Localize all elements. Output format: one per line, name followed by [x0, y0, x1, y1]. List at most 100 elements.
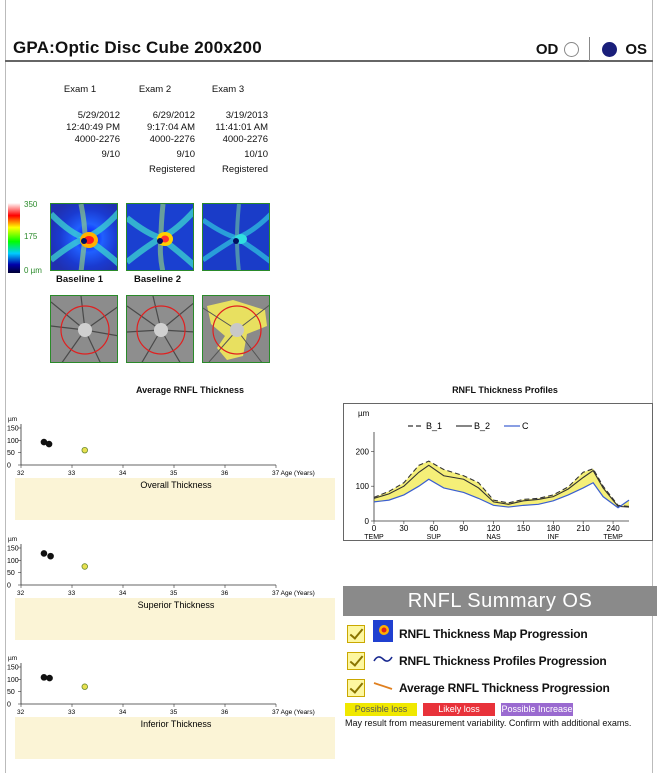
- exam-time: 12:40:49 PM: [66, 122, 120, 133]
- variability-note: May result from measurement variability.…: [345, 718, 632, 728]
- baseline-2-label: Baseline 2: [134, 274, 181, 285]
- profile-sector-label: NAS: [486, 534, 501, 540]
- overall-trend-chart: µm 150 100 50 0 32 33 34 35 36 37 Age (Years) Overa…: [6, 410, 336, 520]
- trend-x-tick-label: 32: [17, 709, 25, 716]
- exam-signal-strength: 9/10: [101, 149, 121, 160]
- profile-x-tick-label: 120: [487, 524, 501, 533]
- os-label: OS: [625, 40, 647, 58]
- profiles-title: RNFL Thickness Profiles: [452, 385, 558, 395]
- baseline-point: [45, 440, 53, 448]
- trend-y-tick-label: 100: [7, 677, 19, 684]
- profile-sector-label: INF: [548, 534, 559, 540]
- os-radio[interactable]: [602, 41, 618, 57]
- trend-x-tick-label: 33: [68, 470, 76, 477]
- current-exam-point: [81, 563, 88, 570]
- map-progression-label: RNFL Thickness Map Progression: [399, 626, 588, 641]
- fundus-image-exam-2[interactable]: [126, 295, 194, 363]
- thickness-map-exam-3[interactable]: [202, 203, 270, 271]
- trend-x-tick-label: 36: [221, 709, 229, 716]
- profile-sector-label: SUP: [427, 534, 442, 540]
- trend-y-tick-label: 50: [7, 570, 15, 577]
- possible-increase-badge: Possible Increase: [501, 703, 573, 716]
- exam-2-info: Exam 2 6/29/2012 9:17:04 AM 4000-2276 9/…: [115, 84, 195, 176]
- progression-legend: Possible loss Likely loss Possible Incre…: [345, 703, 657, 716]
- trend-x-tick-label: 35: [170, 590, 178, 597]
- average-progression-label: Average RNFL Thickness Progression: [399, 680, 610, 695]
- legend-label: B_1: [426, 421, 442, 431]
- trend-y-tick-label: 150: [7, 546, 19, 553]
- summary-row-map: RNFL Thickness Map Progression: [347, 620, 657, 647]
- profiles-progression-checkbox[interactable]: [347, 651, 365, 670]
- trend-x-tick-label: 37 Age (Years): [272, 470, 315, 477]
- baseline-point: [40, 674, 48, 681]
- trend-y-tick-label: 50: [7, 689, 15, 696]
- possible-loss-badge: Possible loss: [345, 703, 417, 716]
- summary-row-profiles: RNFL Thickness Profiles Progression: [347, 647, 657, 674]
- baseline-point: [46, 674, 53, 682]
- trend-y-tick-label: 0: [7, 583, 11, 590]
- profile-x-tick-label: 0: [372, 524, 377, 533]
- series-B_1-line: [373, 460, 630, 507]
- trend-x-tick-label: 35: [170, 470, 178, 477]
- average-progression-checkbox[interactable]: [347, 678, 365, 697]
- summary-title: RNFL Summary OS: [343, 586, 657, 616]
- trend-y-tick-label: 100: [7, 438, 19, 445]
- rnfl-summary: RNFL Summary OS RNFL Thickness Map Progr…: [343, 586, 657, 728]
- trend-unit: µm: [8, 416, 17, 423]
- trend-y-tick-label: 50: [7, 450, 15, 457]
- trend-title: Overall Thickness: [140, 480, 212, 490]
- trend-x-tick-label: 34: [119, 709, 127, 716]
- exam-1-info: Exam 1 5/29/2012 12:40:49 PM 4000-2276 9…: [40, 84, 120, 161]
- baseline-point: [40, 550, 48, 557]
- report-header: GPA:Optic Disc Cube 200x200 OD OS: [5, 34, 653, 62]
- scale-max: 350: [24, 200, 38, 209]
- fundus-image-exam-1[interactable]: [50, 295, 118, 363]
- trend-x-tick-label: 36: [221, 590, 229, 597]
- trend-unit: µm: [8, 655, 17, 662]
- fundus-image-exam-3[interactable]: [202, 295, 270, 363]
- map-progression-checkbox[interactable]: [347, 624, 365, 643]
- exam-signal-strength: 10/10: [244, 149, 268, 160]
- exam-name: Exam 1: [63, 84, 97, 95]
- exam-registered: Registered: [222, 164, 268, 175]
- exam-3-info: Exam 3 3/19/2013 11:41:01 AM 4000-2276 1…: [188, 84, 268, 176]
- trend-x-tick-label: 34: [119, 590, 127, 597]
- profile-x-tick-label: 150: [517, 524, 531, 533]
- series-B_2-line: [373, 464, 630, 508]
- trend-x-tick-label: 37 Age (Years): [272, 709, 315, 716]
- profile-unit: µm: [358, 409, 370, 418]
- exam-serial: 4000-2276: [74, 134, 120, 145]
- exam-time: 11:41:01 AM: [215, 122, 268, 133]
- eye-divider: [589, 37, 591, 61]
- summary-row-average: Average RNFL Thickness Progression: [347, 674, 657, 701]
- report-frame: [5, 0, 653, 773]
- trend-x-tick-label: 33: [68, 709, 76, 716]
- profile-x-tick-label: 240: [606, 524, 620, 533]
- thickness-map-exam-2[interactable]: [126, 203, 194, 271]
- trend-y-tick-label: 0: [7, 463, 11, 470]
- exam-date: 5/29/2012: [77, 110, 120, 121]
- trend-y-tick-label: 100: [7, 558, 19, 565]
- od-label: OD: [535, 40, 559, 58]
- exam-serial: 4000-2276: [222, 134, 268, 145]
- trend-y-tick-label: 150: [7, 426, 19, 433]
- inferior-trend-plot: µm 150 100 50 0 32 33 34 35 36 37 Age (Years) Infer…: [7, 655, 335, 759]
- profiles-progression-label: RNFL Thickness Profiles Progression: [399, 653, 607, 668]
- legend-label: B_2: [474, 421, 490, 431]
- exam-signal-strength: 9/10: [176, 149, 196, 160]
- trend-y-tick-label: 0: [7, 702, 11, 709]
- profile-sector-label: TEMP: [364, 534, 384, 540]
- od-radio[interactable]: [564, 41, 580, 57]
- trend-x-tick-label: 37 Age (Years): [272, 590, 315, 597]
- exam-date: 6/29/2012: [152, 110, 195, 121]
- thickness-map-exam-1[interactable]: [50, 203, 118, 271]
- baseline-point: [47, 552, 54, 560]
- eye-selector[interactable]: OD OS: [536, 37, 647, 61]
- trend-x-tick-label: 33: [68, 590, 76, 597]
- series-C-line: [373, 478, 630, 509]
- profile-y-tick-label: 0: [365, 517, 370, 526]
- superior-trend-chart: µm 150 100 50 0 32 33 34 35 36 37 Age (Years) Super…: [6, 530, 336, 640]
- trend-title: Inferior Thickness: [141, 719, 212, 729]
- profile-x-tick-label: 60: [429, 524, 438, 533]
